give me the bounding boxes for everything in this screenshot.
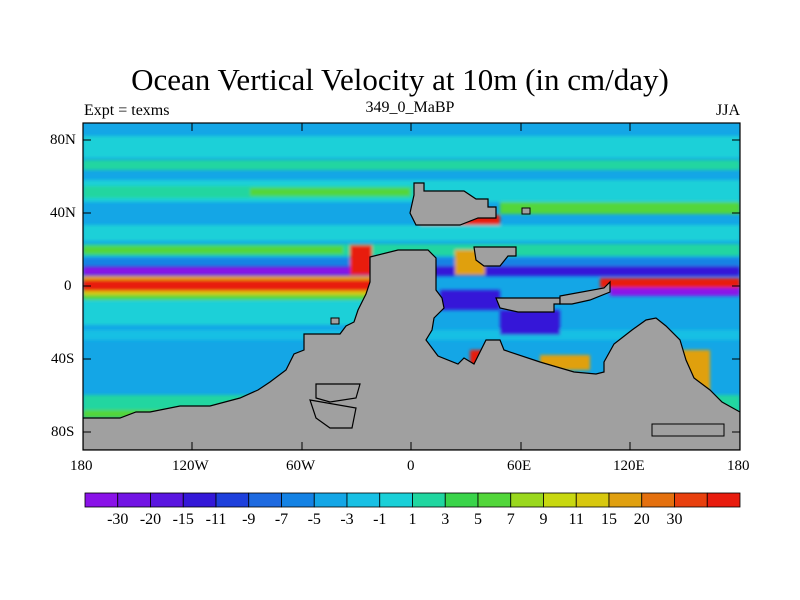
band-eq-red-east	[600, 278, 740, 288]
land-south-island-2	[559, 280, 611, 305]
legend-swatch	[117, 492, 151, 508]
lon-label-60e: 60E	[507, 458, 532, 474]
band-eq-purple-east	[610, 288, 740, 296]
legend-label: -1	[373, 511, 387, 528]
legend-label: 5	[474, 511, 482, 528]
patch-blue-south	[440, 290, 500, 310]
legend-label: -9	[242, 511, 256, 528]
legend-swatch	[313, 492, 348, 508]
legend-swatch	[608, 492, 643, 508]
land-south-peninsula	[315, 383, 361, 403]
land-masses	[83, 182, 740, 450]
band-arctic-2	[83, 160, 740, 170]
lat-label-40n: 40N	[50, 205, 76, 221]
legend-label: -3	[340, 511, 354, 528]
islet-2	[521, 207, 531, 215]
time-label: 349_0_MaBP	[365, 99, 455, 116]
legend-label: 15	[601, 511, 617, 528]
land-supercontinent	[83, 249, 740, 450]
land-east-island	[473, 246, 517, 267]
small-islands	[330, 207, 725, 437]
legend-swatch	[150, 492, 184, 508]
legend-swatch	[346, 492, 381, 508]
lat-label-80n: 80N	[50, 132, 76, 148]
legend-label: -20	[139, 511, 162, 528]
islet-antarctic	[651, 423, 725, 437]
lon-label-120w: 120W	[172, 458, 209, 474]
patch-blue-south2	[500, 310, 560, 335]
lon-label-0: 0	[407, 458, 415, 474]
lon-label-120e: 120E	[613, 458, 645, 474]
legend-swatch	[281, 492, 315, 508]
legend-label: 7	[506, 511, 515, 528]
band-arctic	[83, 136, 740, 158]
islet-1	[330, 317, 340, 325]
legend-swatch	[84, 492, 119, 508]
band-eq-yellow	[83, 291, 373, 295]
legend-label: -11	[205, 511, 227, 528]
legend-label: 30	[666, 511, 683, 528]
band-eq-red	[83, 280, 373, 291]
legend-label: 20	[633, 511, 650, 528]
legend-swatch	[477, 492, 512, 508]
legend-label: -30	[107, 511, 129, 528]
season-label: JJA	[715, 102, 740, 119]
patch-coast-west	[350, 245, 372, 275]
lat-ticks	[83, 139, 740, 433]
legend-swatch	[674, 492, 708, 508]
lon-label-60w: 60W	[286, 458, 316, 474]
band-north-green	[250, 188, 410, 196]
legend-swatch	[510, 492, 544, 508]
legend-swatch	[444, 492, 479, 508]
legend-colorbar	[84, 492, 741, 508]
land-south-spur	[309, 399, 357, 429]
legend-label: -15	[172, 511, 194, 528]
lat-label-40s: 40S	[51, 351, 75, 367]
band-north-green-east	[500, 202, 740, 214]
legend-swatch	[215, 492, 250, 508]
lat-label-0: 0	[64, 278, 72, 294]
legend-swatch	[641, 492, 675, 508]
legend-swatch	[379, 492, 413, 508]
legend-swatch	[182, 492, 217, 508]
band-tropic-purple	[83, 268, 383, 274]
page-title: Ocean Vertical Velocity at 10m (in cm/da…	[131, 62, 669, 97]
lon-label-180w: 180	[70, 458, 93, 474]
velocity-field	[83, 123, 740, 450]
band-subtropic	[83, 225, 740, 241]
lon-ticks	[82, 123, 741, 450]
legend-label: 11	[568, 511, 584, 528]
legend-label: -5	[307, 511, 321, 528]
legend-label: 3	[441, 511, 450, 528]
lat-label-80s: 80S	[51, 424, 75, 440]
band-eq-orange-n	[83, 276, 373, 280]
experiment-label: Expt = texms	[84, 102, 170, 119]
legend-swatch	[543, 492, 577, 508]
legend-label: -7	[274, 511, 289, 528]
legend-swatch	[706, 492, 741, 508]
band-eq-green	[83, 295, 373, 300]
legend-swatch	[412, 492, 446, 508]
land-north-island	[409, 182, 497, 226]
legend-swatch	[248, 492, 282, 508]
legend-swatch	[575, 492, 610, 508]
band-tropic-n-green	[83, 246, 343, 254]
legend-label: 9	[539, 511, 548, 528]
lon-label-180e: 180	[727, 458, 750, 474]
legend-label: 1	[408, 511, 417, 528]
